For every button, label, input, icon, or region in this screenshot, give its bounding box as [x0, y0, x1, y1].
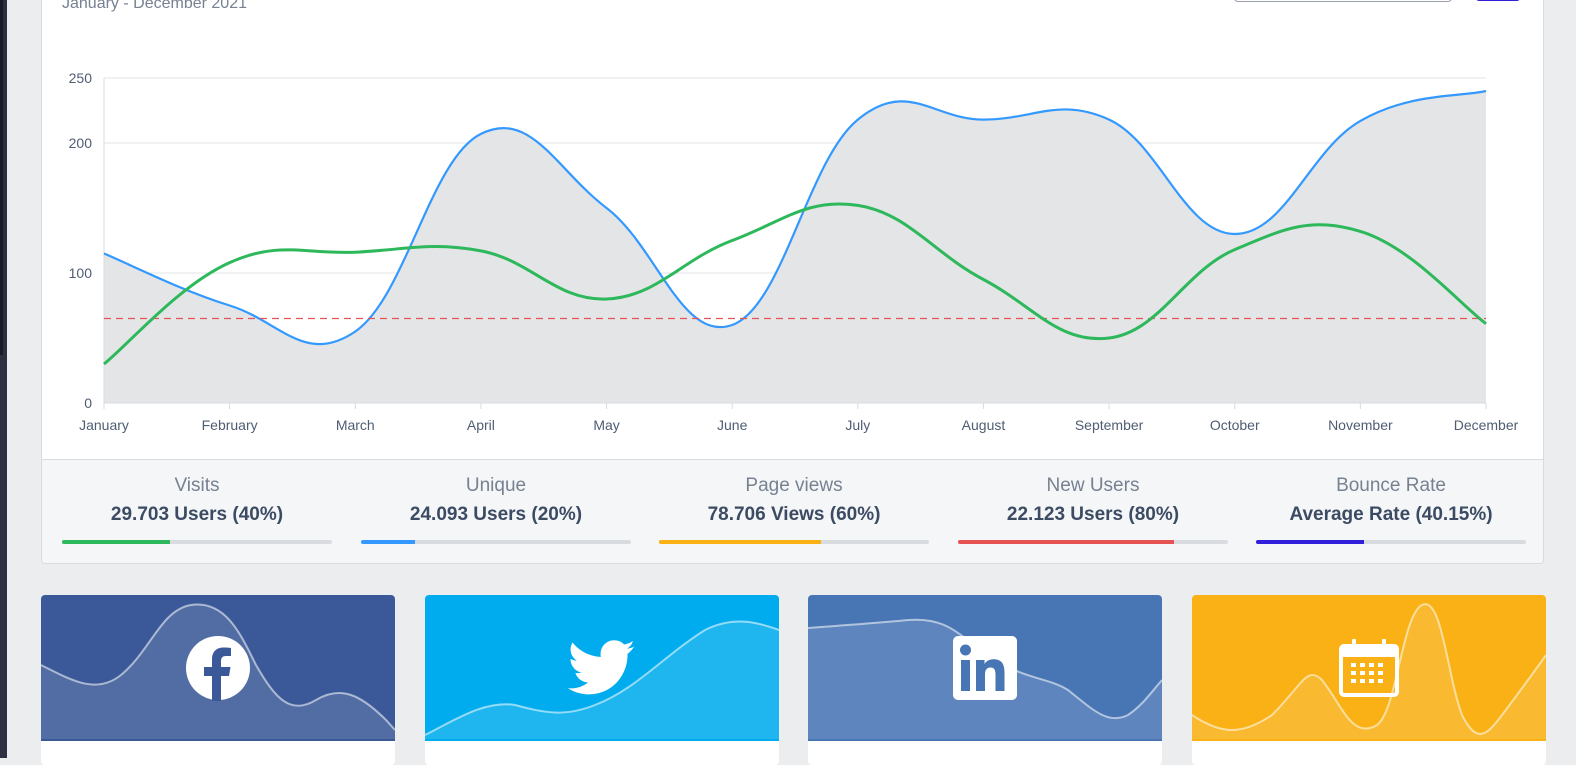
x-tick-label: August	[962, 417, 1006, 433]
x-tick-label: September	[1075, 417, 1144, 433]
twitter-icon[interactable]	[568, 639, 636, 697]
download-button[interactable]	[1476, 0, 1520, 1]
card-divider	[808, 739, 1162, 741]
series-line-green	[103, 202, 1487, 366]
stat-value: 22.123 Users (80%)	[1006, 504, 1180, 525]
calendar-card-header	[1192, 595, 1546, 741]
calendar-icon[interactable]	[1338, 638, 1400, 698]
main-line-chart: 0 100 200 250 January February March April May Ju…	[69, 70, 1519, 433]
stat-value: Average Rate (40.15%)	[1289, 504, 1493, 525]
card-divider	[1192, 739, 1546, 741]
x-tick-label: July	[845, 417, 870, 433]
x-tick-label: June	[717, 417, 748, 433]
stat-value: 78.706 Views (60%)	[707, 504, 881, 525]
x-tick-label: October	[1210, 417, 1260, 433]
stat-label: Visits	[174, 475, 220, 496]
twitter-sparkline	[425, 620, 779, 741]
stat-label: Page views	[745, 475, 843, 496]
series-line-blue	[103, 89, 1487, 346]
y-tick-label: 0	[84, 395, 92, 411]
x-tick-label: January	[79, 417, 129, 433]
stat-value: 29.703 Users (40%)	[110, 504, 284, 525]
traffic-card: January - December 2021 0 100 200 250 Januar…	[41, 0, 1544, 564]
linkedin-icon[interactable]	[952, 635, 1018, 701]
twitter-card-header	[425, 595, 779, 741]
x-tick-label: December	[1454, 417, 1519, 433]
card-divider	[425, 739, 779, 741]
stat-new-users: New Users 22.123 Users (80%)	[958, 460, 1228, 544]
area-fill	[104, 91, 1486, 403]
x-tick-label: May	[593, 417, 619, 433]
calendar-card	[1192, 595, 1546, 765]
x-tick-label: November	[1328, 417, 1393, 433]
stat-visits: Visits 29.703 Users (40%)	[62, 460, 332, 544]
twitter-card	[425, 595, 779, 765]
facebook-icon[interactable]	[185, 635, 251, 701]
stat-bounce-rate: Bounce Rate Average Rate (40.15%)	[1256, 460, 1526, 544]
stat-progress	[62, 540, 332, 544]
y-tick-label: 100	[69, 265, 93, 281]
y-tick-label: 250	[69, 70, 93, 86]
facebook-card-header	[41, 595, 395, 741]
linkedin-card	[808, 595, 1162, 765]
stat-unique: Unique 24.093 Users (20%)	[361, 460, 631, 544]
stat-progress	[361, 540, 631, 544]
x-tick-label: March	[336, 417, 375, 433]
card-divider	[41, 739, 395, 741]
y-tick-label: 200	[69, 135, 93, 151]
stat-page-views: Page views 78.706 Views (60%)	[659, 460, 929, 544]
stat-progress	[1256, 540, 1526, 544]
stats-footer: Visits 29.703 Users (40%) Unique 24.093 …	[42, 459, 1543, 563]
sidebar-edge	[0, 0, 7, 758]
linkedin-card-header	[808, 595, 1162, 741]
stat-label: Unique	[465, 475, 527, 496]
stat-value: 24.093 Users (20%)	[409, 504, 583, 525]
stat-label: New Users	[1046, 475, 1140, 496]
calendar-sparkline	[1192, 603, 1546, 741]
x-tick-label: February	[202, 417, 258, 433]
stat-progress	[958, 540, 1228, 544]
facebook-card	[41, 595, 395, 765]
x-tick-label: April	[467, 417, 495, 433]
stat-label: Bounce Rate	[1336, 475, 1446, 496]
card-subtitle: January - December 2021	[62, 0, 247, 12]
stat-progress	[659, 540, 929, 544]
